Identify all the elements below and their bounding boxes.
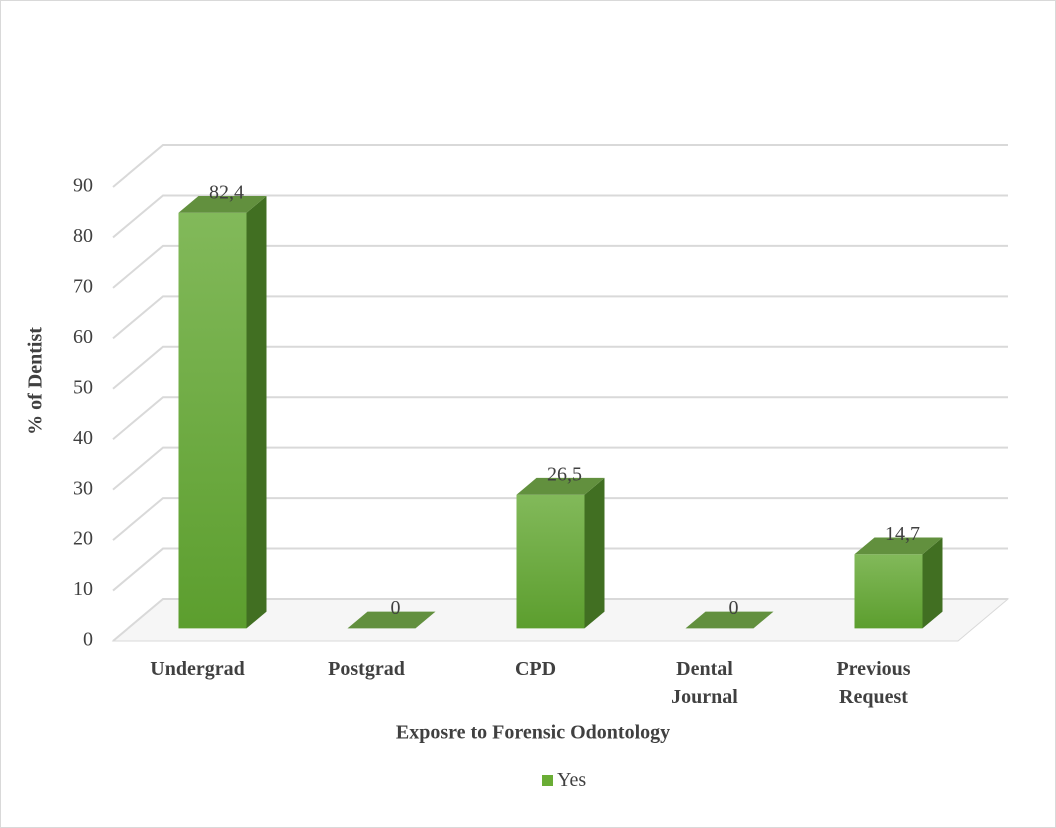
grid-line bbox=[112, 547, 1008, 592]
grid-line bbox=[112, 396, 1008, 440]
grid-line bbox=[112, 144, 1008, 188]
grid-line bbox=[112, 244, 1008, 289]
bar-front bbox=[178, 212, 247, 629]
y-tick-label: 80 bbox=[73, 225, 93, 247]
y-tick-label: 10 bbox=[73, 578, 93, 600]
bar bbox=[516, 477, 605, 629]
y-tick-label: 90 bbox=[73, 175, 93, 197]
data-label: 82,4 bbox=[209, 182, 244, 204]
bar-side bbox=[246, 195, 267, 629]
y-tick-label: 60 bbox=[73, 326, 93, 348]
x-tick-label: Undergrad bbox=[150, 658, 245, 680]
y-axis-label: % of Dentist bbox=[25, 327, 47, 435]
y-tick-label: 0 bbox=[83, 629, 93, 651]
y-tick-label: 20 bbox=[73, 528, 93, 550]
x-tick-label: CPD bbox=[514, 658, 557, 680]
grid-line bbox=[112, 497, 1008, 541]
bar bbox=[178, 195, 267, 629]
x-tick-label: Postgrad bbox=[328, 658, 405, 680]
grid-line bbox=[112, 345, 1008, 390]
legend-label: Yes bbox=[557, 769, 587, 791]
bar-front bbox=[516, 494, 585, 629]
data-label: 0 bbox=[391, 597, 401, 619]
x-tick-label: Dental Journal bbox=[671, 658, 738, 708]
bar bbox=[854, 537, 943, 629]
bar-side bbox=[584, 477, 605, 629]
grid-line bbox=[112, 598, 1008, 642]
bar-top bbox=[685, 611, 774, 629]
x-axis-label: Exposre to Forensic Odontology bbox=[396, 722, 670, 744]
y-tick-label: 30 bbox=[73, 477, 93, 499]
bar-top bbox=[516, 477, 605, 495]
data-label: 14,7 bbox=[885, 523, 920, 545]
y-tick-label: 50 bbox=[73, 376, 93, 398]
bar bbox=[347, 611, 436, 629]
y-tick-label: 70 bbox=[73, 275, 93, 297]
legend-swatch bbox=[542, 775, 553, 786]
bar-top bbox=[178, 195, 267, 213]
y-tick-label: 40 bbox=[73, 427, 93, 449]
grid-line bbox=[112, 446, 1008, 491]
data-label: 26,5 bbox=[547, 464, 582, 486]
bar-side bbox=[922, 537, 943, 629]
bar bbox=[685, 611, 774, 629]
bar-front bbox=[854, 554, 923, 629]
data-label: 0 bbox=[729, 597, 739, 619]
x-tick-label: Previous Request bbox=[836, 658, 911, 708]
legend: Yes bbox=[542, 769, 586, 792]
bar-top bbox=[347, 611, 436, 629]
grid-line bbox=[112, 295, 1008, 340]
bar-top bbox=[854, 537, 943, 555]
grid-line bbox=[112, 194, 1008, 239]
